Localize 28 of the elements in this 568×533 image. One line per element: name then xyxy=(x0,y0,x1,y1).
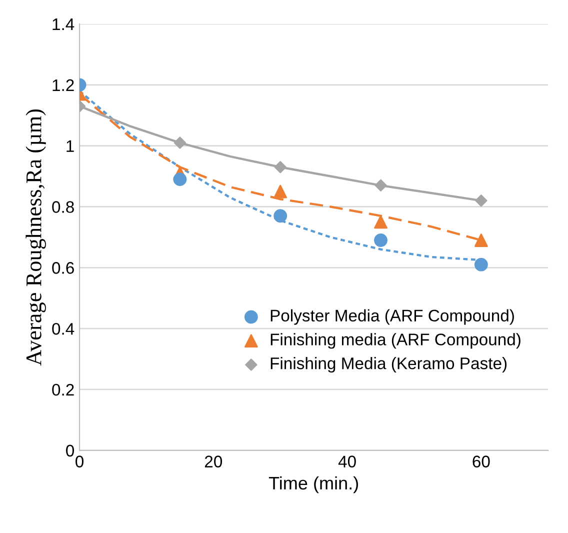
x-tick-label: 60 xyxy=(472,456,490,468)
point xyxy=(173,172,187,186)
legend-label: Finishing media (ARF Compound) xyxy=(270,333,520,349)
y-tick-label: 1.4 xyxy=(52,18,74,30)
y-tick-label: 1.2 xyxy=(52,79,74,91)
point xyxy=(474,258,488,272)
point xyxy=(174,136,186,149)
y-tick-label: 1 xyxy=(66,140,74,152)
point xyxy=(374,234,388,247)
y-tick-label: 0.8 xyxy=(52,201,74,213)
y-axis-title: Average Roughness,Ra (µm) xyxy=(26,109,46,366)
y-tick-label: 0.6 xyxy=(52,262,74,274)
point xyxy=(475,194,488,207)
x-axis-title: Time (min.) xyxy=(268,476,358,494)
x-tick-label: 0 xyxy=(76,456,84,468)
legend-label: Polyster Media (ARF Compound) xyxy=(270,309,514,325)
x-tick-label: 20 xyxy=(204,456,222,468)
point xyxy=(274,184,288,198)
point xyxy=(374,215,388,229)
point xyxy=(274,161,286,174)
x-tick-label: 40 xyxy=(338,456,356,468)
legend-label: Finishing Media (Keramo Paste) xyxy=(270,357,507,373)
point xyxy=(374,179,387,192)
y-tick-label: 0.2 xyxy=(52,384,74,396)
point xyxy=(474,234,488,247)
y-tick-label: 0 xyxy=(66,444,74,457)
point xyxy=(274,209,288,223)
y-tick-label: 0.4 xyxy=(52,322,74,335)
